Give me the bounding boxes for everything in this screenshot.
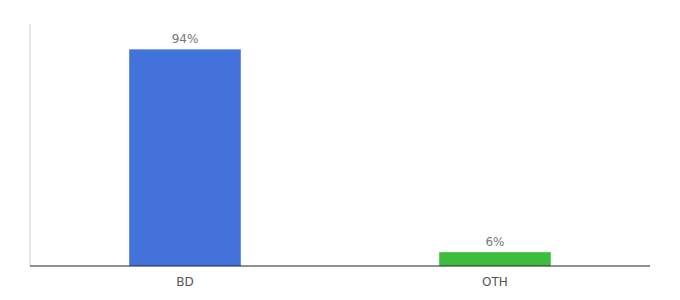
bar	[129, 49, 241, 266]
data-label: 94%	[172, 32, 199, 46]
chart-svg: 94% 6% BD OTH	[0, 0, 680, 300]
x-tick-label: OTH	[482, 275, 508, 289]
x-axis-line	[30, 266, 650, 267]
data-label: 6%	[485, 235, 504, 249]
bar	[439, 252, 551, 266]
x-tick-label: BD	[176, 275, 193, 289]
y-axis-line	[30, 24, 31, 266]
bars	[129, 49, 551, 266]
chart-container: 94% 6% BD OTH	[0, 0, 680, 300]
